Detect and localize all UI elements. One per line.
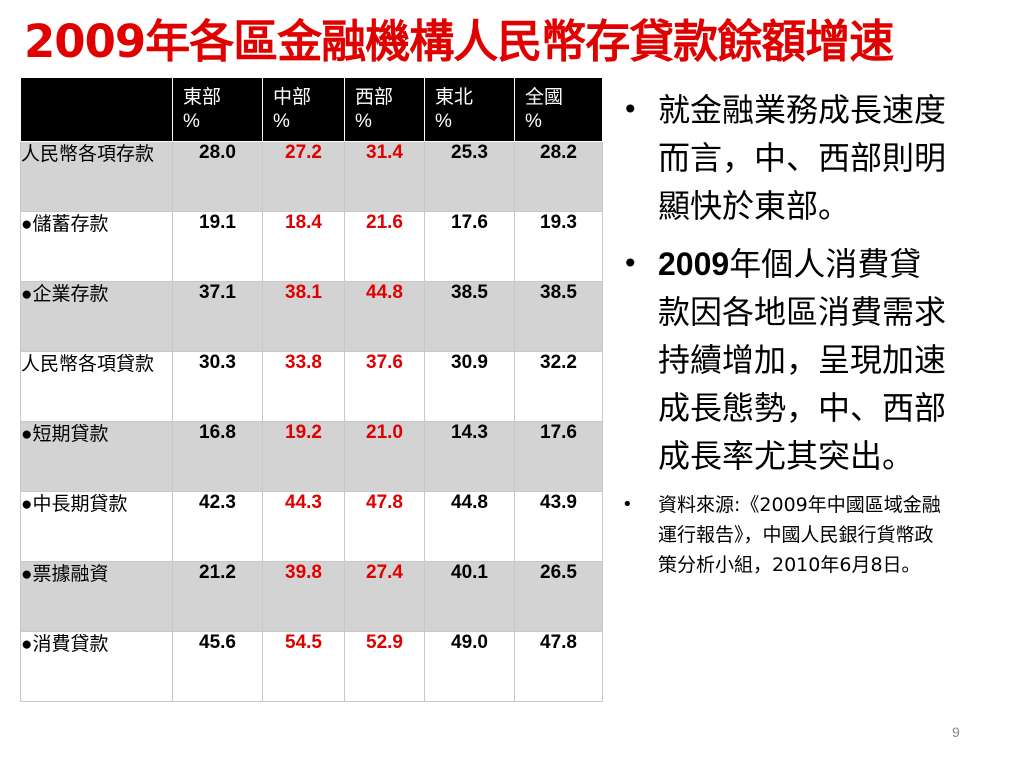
bullet-icon: • xyxy=(622,247,639,280)
value-cell-east: 30.3 xyxy=(172,351,263,422)
table-row: ●票據融資 21.2 39.8 27.4 40.1 26.5 xyxy=(20,561,603,632)
header-cell-east: 東部% xyxy=(172,77,263,142)
deposit-loan-growth-table: 東部% 中部% 西部% 東北% 全國% 人民幣各項存款 28.0 27.2 31.4 2… xyxy=(20,77,603,702)
value-cell-central: 33.8 xyxy=(262,351,345,422)
table-row: ●儲蓄存款 19.1 18.4 21.6 17.6 19.3 xyxy=(20,211,603,282)
row-label: ●企業存款 xyxy=(20,281,173,352)
row-label: 人民幣各項存款 xyxy=(20,141,173,212)
value-cell-west: 52.9 xyxy=(344,631,425,702)
value-cell-east: 37.1 xyxy=(172,281,263,352)
value-cell-national: 26.5 xyxy=(514,561,603,632)
value-cell-west: 47.8 xyxy=(344,491,425,562)
value-cell-east: 45.6 xyxy=(172,631,263,702)
source-text: 資料來源:《2009年中國區域金融運行報告》，中國人民銀行貨幣政策分析小組，20… xyxy=(658,494,941,576)
value-cell-national: 47.8 xyxy=(514,631,603,702)
header-cell-northeast: 東北% xyxy=(424,77,515,142)
bullet-list: • 就金融業務成長速度而言，中、西部則明顯快於東部。 • 2009年個人消費貸款… xyxy=(622,86,952,580)
bullet-item-consumer-loans: • 2009年個人消費貸款因各地區消費需求持續增加，呈現加速成長態勢，中、西部成… xyxy=(622,240,952,480)
value-cell-west: 44.8 xyxy=(344,281,425,352)
bullet-text: 2009年個人消費貸款因各地區消費需求持續增加，呈現加速成長態勢，中、西部成長率… xyxy=(658,240,948,480)
value-cell-national: 38.5 xyxy=(514,281,603,352)
table-row: ●消費貸款 45.6 54.5 52.9 49.0 47.8 xyxy=(20,631,603,702)
bullet-item-source: • 資料來源:《2009年中國區域金融運行報告》，中國人民銀行貨幣政策分析小組，… xyxy=(622,490,952,580)
page-number: 9 xyxy=(952,724,960,740)
value-cell-northeast: 44.8 xyxy=(424,491,515,562)
value-cell-northeast: 49.0 xyxy=(424,631,515,702)
table-row: 人民幣各項存款 28.0 27.2 31.4 25.3 28.2 xyxy=(20,141,603,212)
value-cell-central: 44.3 xyxy=(262,491,345,562)
value-cell-northeast: 40.1 xyxy=(424,561,515,632)
table-row: ●中長期貸款 42.3 44.3 47.8 44.8 43.9 xyxy=(20,491,603,562)
header-central-text: 中部% xyxy=(273,87,312,132)
value-cell-east: 19.1 xyxy=(172,211,263,282)
value-cell-northeast: 14.3 xyxy=(424,421,515,492)
table-body: 人民幣各項存款 28.0 27.2 31.4 25.3 28.2 ●儲蓄存款 19.1 18.4… xyxy=(20,141,603,702)
header-cell-central: 中部% xyxy=(262,77,345,142)
value-cell-west: 27.4 xyxy=(344,561,425,632)
header-northeast-text: 東北% xyxy=(435,87,474,132)
row-label: ●消費貸款 xyxy=(20,631,173,702)
value-cell-national: 28.2 xyxy=(514,141,603,212)
value-cell-west: 21.0 xyxy=(344,421,425,492)
header-cell-national: 全國% xyxy=(514,77,603,142)
table-row: ●企業存款 37.1 38.1 44.8 38.5 38.5 xyxy=(20,281,603,352)
value-cell-central: 27.2 xyxy=(262,141,345,212)
header-cell-blank xyxy=(20,77,173,142)
row-label: ●儲蓄存款 xyxy=(20,211,173,282)
table-header-row: 東部% 中部% 西部% 東北% 全國% xyxy=(20,77,603,142)
slide-title: 2009年各區金融機構人民幣存貸款餘額增速 xyxy=(24,15,894,68)
row-label: ●短期貸款 xyxy=(20,421,173,492)
value-cell-national: 32.2 xyxy=(514,351,603,422)
bullet-year: 2009 xyxy=(658,246,730,282)
value-cell-northeast: 38.5 xyxy=(424,281,515,352)
value-cell-national: 43.9 xyxy=(514,491,603,562)
row-label: ●中長期貸款 xyxy=(20,491,173,562)
value-cell-east: 42.3 xyxy=(172,491,263,562)
value-cell-central: 39.8 xyxy=(262,561,345,632)
value-cell-central: 38.1 xyxy=(262,281,345,352)
header-national-text: 全國% xyxy=(525,87,564,132)
bullet-icon: • xyxy=(622,494,633,515)
value-cell-east: 21.2 xyxy=(172,561,263,632)
value-cell-east: 16.8 xyxy=(172,421,263,492)
value-cell-west: 37.6 xyxy=(344,351,425,422)
header-cell-west: 西部% xyxy=(344,77,425,142)
header-east-text: 東部% xyxy=(183,87,222,132)
value-cell-west: 31.4 xyxy=(344,141,425,212)
value-cell-central: 54.5 xyxy=(262,631,345,702)
row-label: ●票據融資 xyxy=(20,561,173,632)
bullet-rest: 年個人消費貸款因各地區消費需求持續增加，呈現加速成長態勢，中、西部成長率尤其突出… xyxy=(658,245,947,475)
value-cell-central: 19.2 xyxy=(262,421,345,492)
value-cell-east: 28.0 xyxy=(172,141,263,212)
bullet-item-growth-speed: • 就金融業務成長速度而言，中、西部則明顯快於東部。 xyxy=(622,86,952,230)
header-west-text: 西部% xyxy=(355,87,394,132)
bullet-icon: • xyxy=(622,93,639,126)
value-cell-central: 18.4 xyxy=(262,211,345,282)
value-cell-west: 21.6 xyxy=(344,211,425,282)
row-label: 人民幣各項貸款 xyxy=(20,351,173,422)
value-cell-northeast: 17.6 xyxy=(424,211,515,282)
value-cell-northeast: 25.3 xyxy=(424,141,515,212)
table-row: ●短期貸款 16.8 19.2 21.0 14.3 17.6 xyxy=(20,421,603,492)
value-cell-national: 19.3 xyxy=(514,211,603,282)
bullet-text: 就金融業務成長速度而言，中、西部則明顯快於東部。 xyxy=(658,91,947,225)
value-cell-national: 17.6 xyxy=(514,421,603,492)
value-cell-northeast: 30.9 xyxy=(424,351,515,422)
table-row: 人民幣各項貸款 30.3 33.8 37.6 30.9 32.2 xyxy=(20,351,603,422)
